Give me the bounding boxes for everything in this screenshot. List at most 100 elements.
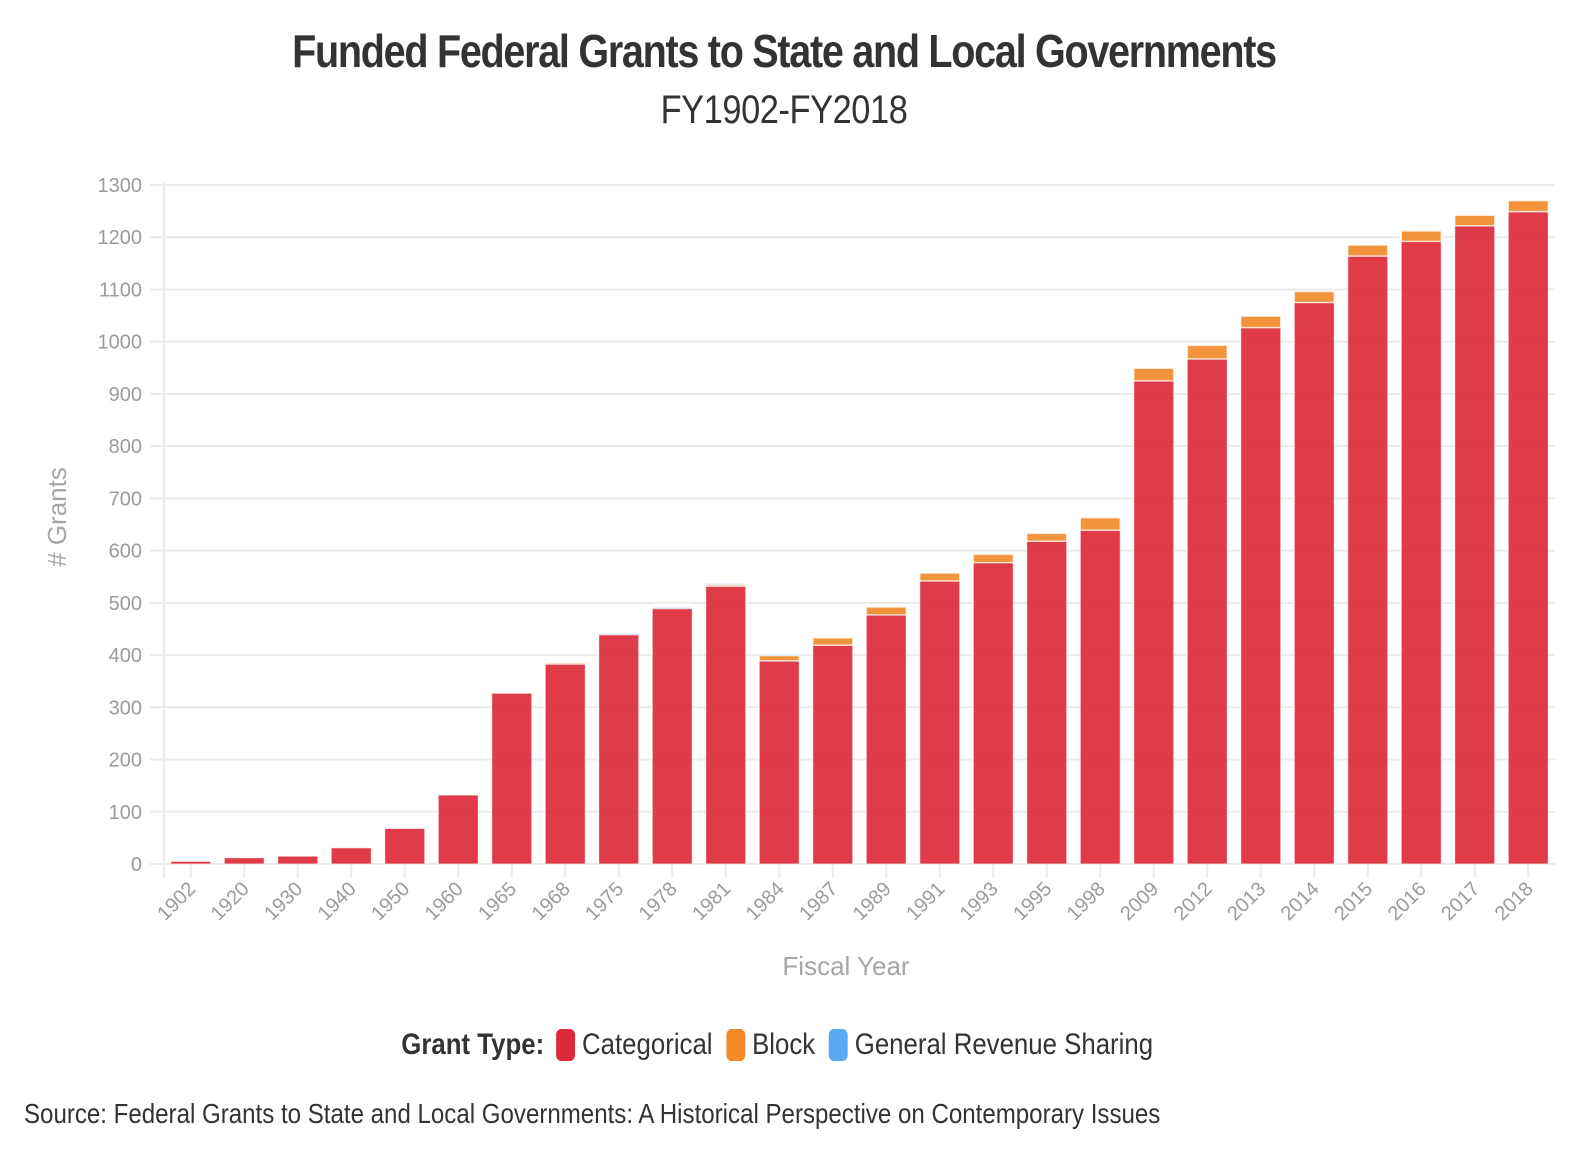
bar-group-1920 xyxy=(223,857,265,865)
y-tick-label: 1000 xyxy=(98,332,143,354)
legend-label: Block xyxy=(752,1028,816,1061)
bar-group-1989 xyxy=(865,606,907,865)
bar-categorical-2012[interactable] xyxy=(1186,358,1228,865)
bar-group-2018 xyxy=(1507,199,1549,865)
bar-categorical-2017[interactable] xyxy=(1454,225,1496,865)
bar-categorical-1968[interactable] xyxy=(544,663,586,865)
bar-categorical-1993[interactable] xyxy=(972,562,1014,865)
bar-categorical-1989[interactable] xyxy=(865,614,907,865)
bar-block-2009[interactable] xyxy=(1133,367,1175,382)
bar-categorical-2013[interactable] xyxy=(1240,327,1282,865)
source-note: Source: Federal Grants to State and Loca… xyxy=(24,1098,1161,1129)
bar-group-1998 xyxy=(1079,516,1121,865)
y-tick-label: 100 xyxy=(109,802,142,824)
bar-categorical-1920[interactable] xyxy=(223,857,265,865)
y-tick-label: 700 xyxy=(109,488,142,510)
bar-categorical-1930[interactable] xyxy=(277,855,319,865)
bar-block-1989[interactable] xyxy=(865,606,907,616)
bar-categorical-1987[interactable] xyxy=(812,644,854,865)
y-tick-label: 600 xyxy=(109,541,142,563)
bar-block-1993[interactable] xyxy=(972,553,1014,564)
bar-group-2013 xyxy=(1240,315,1282,865)
bar-grs-1975[interactable] xyxy=(598,632,640,636)
x-tick-label: 2014 xyxy=(1277,878,1324,925)
legend-item-general-revenue-sharing[interactable]: General Revenue Sharing xyxy=(828,1028,1153,1062)
bar-grs-1984[interactable] xyxy=(758,653,800,657)
bar-group-1940 xyxy=(330,847,372,865)
bar-categorical-2014[interactable] xyxy=(1293,302,1335,865)
bar-categorical-2018[interactable] xyxy=(1507,211,1549,865)
x-tick-label: 1991 xyxy=(902,878,949,925)
y-tick-label: 0 xyxy=(131,854,142,876)
x-axis-ticks: 1902 1920 1930 1940 1950 1960 1965 1968 1975 1978… xyxy=(153,864,1538,925)
legend-item-categorical[interactable]: Categorical xyxy=(556,1028,712,1062)
x-tick-label: 2013 xyxy=(1223,878,1270,925)
bar-categorical-2016[interactable] xyxy=(1400,240,1442,865)
y-tick-label: 300 xyxy=(109,697,142,719)
bar-categorical-1965[interactable] xyxy=(491,692,533,865)
bar-block-1991[interactable] xyxy=(919,572,961,582)
bar-block-2017[interactable] xyxy=(1454,214,1496,227)
bar-categorical-1995[interactable] xyxy=(1026,540,1068,865)
legend-swatch-grs xyxy=(828,1029,848,1061)
bar-group-2016 xyxy=(1400,230,1442,865)
bar-block-2015[interactable] xyxy=(1347,244,1389,257)
x-tick-label: 1989 xyxy=(849,878,896,925)
bar-group-1902 xyxy=(170,860,212,865)
bar-grs-1978[interactable] xyxy=(651,606,693,610)
bar-group-1987 xyxy=(812,637,854,865)
bar-group-1984 xyxy=(758,653,800,865)
y-tick-label: 400 xyxy=(109,645,142,667)
bar-group-1995 xyxy=(1026,532,1068,865)
legend-swatch-categorical xyxy=(556,1029,576,1061)
bar-categorical-1998[interactable] xyxy=(1079,529,1121,865)
y-tick-label: 800 xyxy=(109,436,142,458)
x-tick-label: 1993 xyxy=(956,878,1003,925)
bar-categorical-1950[interactable] xyxy=(384,827,426,865)
bar-categorical-1978[interactable] xyxy=(651,607,693,865)
y-tick-label: 500 xyxy=(109,593,142,615)
bar-categorical-2009[interactable] xyxy=(1133,380,1175,865)
bar-categorical-1981[interactable] xyxy=(705,585,747,865)
legend-swatch-block xyxy=(726,1029,746,1061)
x-tick-label: 1965 xyxy=(474,878,521,925)
bar-block-2013[interactable] xyxy=(1240,315,1282,329)
bar-block-2016[interactable] xyxy=(1400,230,1442,243)
bar-group-2009 xyxy=(1133,367,1175,865)
bar-categorical-1991[interactable] xyxy=(919,580,961,865)
bar-block-1998[interactable] xyxy=(1079,516,1121,531)
bar-categorical-2015[interactable] xyxy=(1347,255,1389,865)
bar-grs-1981[interactable] xyxy=(705,582,747,586)
bar-categorical-1960[interactable] xyxy=(437,794,479,865)
bar-block-1995[interactable] xyxy=(1026,532,1068,542)
bar-categorical-1940[interactable] xyxy=(330,847,372,865)
y-tick-label: 1300 xyxy=(98,175,143,197)
bar-categorical-1984[interactable] xyxy=(758,660,800,865)
bar-group-1975 xyxy=(598,632,640,865)
y-axis-title: # Grants xyxy=(42,467,72,567)
bar-group-1965 xyxy=(491,692,533,865)
bar-categorical-1975[interactable] xyxy=(598,633,640,865)
x-tick-label: 1902 xyxy=(153,878,200,925)
x-tick-label: 1995 xyxy=(1009,878,1056,925)
legend-label: General Revenue Sharing xyxy=(854,1028,1153,1061)
y-tick-label: 1100 xyxy=(99,279,142,301)
bar-block-1987[interactable] xyxy=(812,637,854,646)
x-tick-label: 2015 xyxy=(1330,878,1377,925)
bar-group-1968 xyxy=(544,662,586,865)
bar-group-1960 xyxy=(437,794,479,865)
bar-block-2018[interactable] xyxy=(1507,199,1549,213)
bar-block-2012[interactable] xyxy=(1186,344,1228,360)
bar-block-1968[interactable] xyxy=(544,662,586,665)
x-tick-label: 2009 xyxy=(1116,878,1163,925)
y-axis-ticks: 0 100 200 300 400 500 600 700 800 900 1000 1100 1200… xyxy=(98,175,143,876)
bar-group-2012 xyxy=(1186,344,1228,865)
y-tick-label: 200 xyxy=(109,750,142,772)
bar-categorical-1902[interactable] xyxy=(170,860,212,865)
legend-item-block[interactable]: Block xyxy=(726,1028,815,1062)
chart-title: Funded Federal Grants to State and Local… xyxy=(292,25,1277,77)
y-tick-label: 1200 xyxy=(98,227,143,249)
x-tick-label: 1940 xyxy=(314,878,361,925)
bar-group-2015 xyxy=(1347,244,1389,865)
bar-block-2014[interactable] xyxy=(1293,290,1335,304)
